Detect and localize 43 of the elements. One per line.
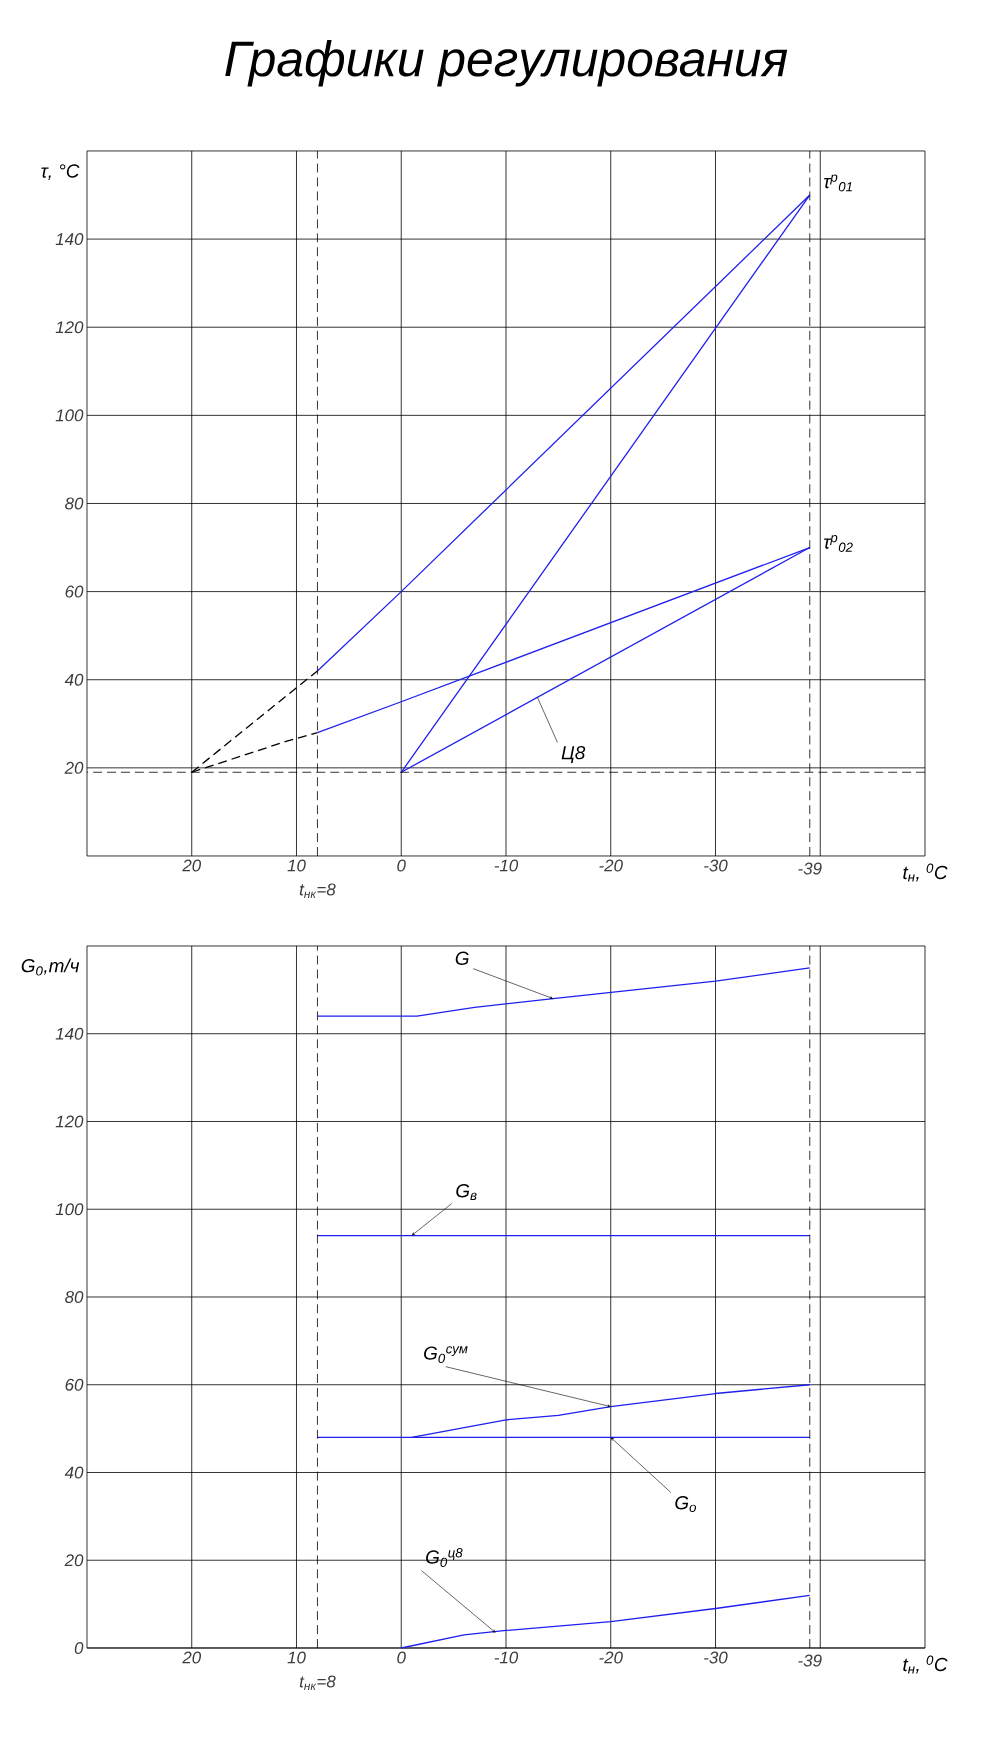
annotation: G$_{0}$сум (424, 1346, 468, 1364)
ref-line-label: -39 (798, 1654, 822, 1667)
x-tick-label: 10 (287, 1651, 306, 1664)
y-tick-label: 20 (64, 761, 84, 774)
x-tick-label: 20 (182, 859, 202, 872)
annotation: τ$^{р}$02 (823, 535, 853, 552)
x-axis-title: t$_{н}$, $^{0}$C (903, 863, 948, 882)
y-tick-label: 140 (55, 1027, 84, 1040)
x-tick-label: 20 (182, 1651, 202, 1664)
x-tick-label: -20 (599, 859, 623, 872)
y-axis-title: G$_{0}$,т/ч (21, 958, 80, 976)
y-tick-label: 140 (55, 233, 84, 246)
y-tick-label: 40 (64, 673, 84, 686)
y-tick-label: 60 (65, 1378, 84, 1391)
x-tick-label: -10 (494, 859, 519, 872)
y-tick-label: 20 (64, 1554, 84, 1567)
y-tick-label: 120 (55, 1115, 84, 1128)
chart-title: Графики регулирования (225, 40, 788, 87)
y-tick-label: 100 (55, 409, 84, 422)
y-tick-label: 80 (65, 497, 84, 510)
x-tick-label: -30 (704, 859, 728, 872)
y-axis-title: τ, °C (41, 164, 80, 180)
y-tick-label: 60 (65, 585, 84, 598)
x-tick-label: -20 (599, 1651, 623, 1664)
annotation: G$_{в}$ (456, 1184, 477, 1200)
y-tick-label: 120 (55, 321, 84, 334)
x-tick-label: 0 (397, 1651, 406, 1664)
x-axis-title: t$_{н}$, $^{0}$C (903, 1655, 948, 1674)
y-tick-label: 80 (65, 1290, 84, 1303)
annotation: Ц8 (561, 745, 586, 763)
ref-line-label: -39 (798, 862, 822, 875)
y-tick-label: 0 (74, 1642, 84, 1654)
x-tick-label: -10 (494, 1651, 519, 1664)
ref-line-label: t$_{нк}$=8 (299, 1675, 336, 1690)
y-tick-label: 100 (55, 1203, 84, 1216)
annotation: G$_{о}$ (675, 1496, 697, 1512)
ref-line-label: t$_{нк}$=8 (299, 883, 336, 898)
y-tick-label: 40 (64, 1466, 84, 1479)
annotation: τ$^{р}$01 (823, 174, 852, 192)
annotation: G (455, 951, 469, 966)
x-tick-label: -30 (704, 1651, 728, 1664)
x-tick-label: 10 (287, 859, 306, 872)
x-tick-label: 0 (397, 859, 406, 872)
